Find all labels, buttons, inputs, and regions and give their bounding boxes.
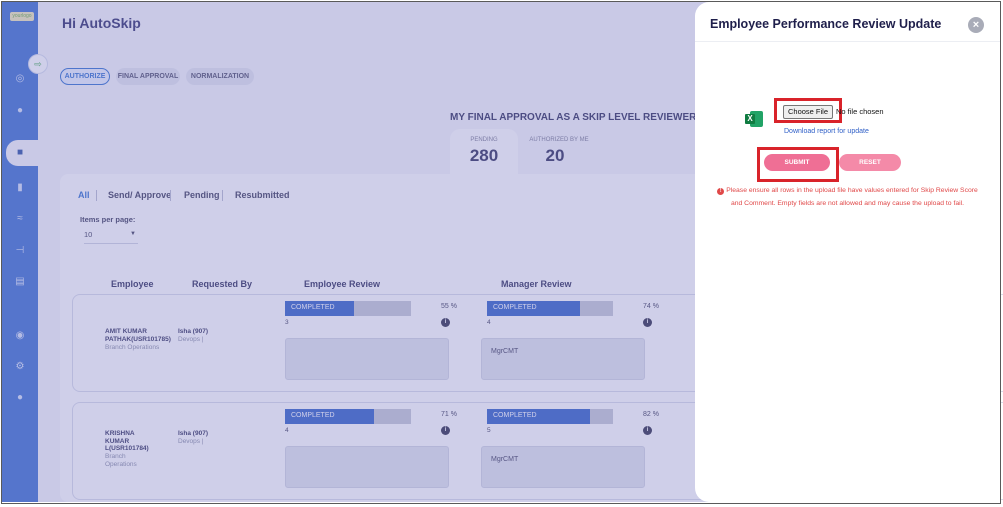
employee-department: Branch Operations: [105, 344, 160, 351]
page-greeting: Hi AutoSkip: [62, 15, 141, 31]
submit-button[interactable]: SUBMIT: [764, 154, 830, 171]
manager-review-percent: 82 %: [643, 411, 659, 418]
requested-by-name: Isha (907): [178, 328, 208, 335]
employee-review-count: 4: [285, 427, 289, 434]
modal-divider: [695, 41, 1000, 42]
app-logo: yourlogo: [10, 12, 34, 21]
tab-final-approval[interactable]: FINAL APPROVAL: [116, 68, 180, 85]
info-icon[interactable]: i: [643, 318, 652, 327]
filter-send-approve[interactable]: Send/ Approve: [108, 190, 172, 200]
close-icon[interactable]: ×: [968, 17, 984, 33]
requested-by-department: Devops |: [178, 336, 204, 343]
column-manager-review: Manager Review: [501, 279, 572, 289]
employee-review-progress-fill: [285, 301, 355, 316]
info-icon[interactable]: i: [441, 318, 450, 327]
manager-review-progress-bar: COMPLETED: [487, 301, 613, 316]
alert-icon: !: [717, 188, 725, 195]
file-status-text: No file chosen: [836, 107, 884, 116]
filter-divider: [170, 190, 171, 201]
tab-authorize[interactable]: AUTHORIZE: [60, 68, 110, 85]
items-per-page-label: Items per page:: [80, 215, 136, 224]
globe-icon[interactable]: ◎: [15, 73, 25, 84]
items-per-page-select[interactable]: 10 ▼: [84, 230, 138, 244]
modal-title: Employee Performance Review Update: [710, 17, 942, 31]
upload-warning: ! Please ensure all rows in the upload fi…: [715, 184, 980, 210]
user-icon[interactable]: ●: [16, 392, 24, 403]
warning-text: Please ensure all rows in the upload fil…: [726, 187, 978, 207]
employee-review-progress-fill: [285, 409, 375, 424]
team-icon[interactable]: ●: [16, 105, 24, 116]
upload-modal: Employee Performance Review Update × X C…: [695, 2, 1000, 502]
filter-pending[interactable]: Pending: [184, 190, 220, 200]
column-requested-by: Requested By: [192, 279, 253, 289]
column-employee-review: Employee Review: [304, 279, 381, 289]
employee-comment-box[interactable]: [285, 338, 449, 380]
review-icon: ■: [16, 147, 24, 158]
reset-button[interactable]: RESET: [839, 154, 901, 171]
manager-review-count: 4: [487, 319, 491, 326]
employee-review-count: 3: [285, 319, 289, 326]
manager-comment-box[interactable]: MgrCMT: [481, 338, 645, 380]
sidebar: yourlogo ◎ ● ■ ▮ ≈ ⊣ ▤ ◉ ⚙ ●: [2, 2, 42, 502]
book-icon[interactable]: ▮: [17, 182, 23, 193]
approval-title: MY FINAL APPROVAL AS A SKIP LEVEL REVIEW…: [450, 112, 697, 123]
file-input-highlight: [774, 98, 842, 123]
choose-file-button[interactable]: Choose File: [783, 105, 833, 119]
filter-divider: [96, 190, 97, 201]
filter-divider: [222, 190, 223, 201]
items-per-page-value: 10: [84, 230, 93, 239]
filter-all[interactable]: All: [78, 190, 90, 200]
authorized-label: AUTHORIZED BY ME: [529, 137, 589, 143]
form-icon[interactable]: ▤: [15, 276, 25, 287]
manager-review-percent: 74 %: [643, 303, 659, 310]
download-report-link[interactable]: Download report for update: [784, 128, 869, 135]
manager-review-progress-fill: [487, 301, 581, 316]
column-employee: Employee: [111, 279, 154, 289]
manager-review-progress-fill: [487, 409, 591, 424]
pending-stat-card[interactable]: PENDING 280: [450, 129, 518, 179]
employee-review-progress-bar: COMPLETED: [285, 301, 411, 316]
sidebar-item-review-active[interactable]: ■: [6, 140, 42, 166]
gear-icon[interactable]: ⚙: [15, 361, 25, 372]
employee-review-percent: 71 %: [441, 411, 457, 418]
chart-icon[interactable]: ≈: [17, 213, 23, 224]
employee-comment-box[interactable]: [285, 446, 449, 488]
employee-review-status: COMPLETED: [291, 304, 335, 311]
info-icon[interactable]: i: [643, 426, 652, 435]
hierarchy-icon[interactable]: ⊣: [15, 245, 25, 256]
requested-by-department: Devops |: [178, 438, 204, 445]
authorized-stat-card[interactable]: AUTHORIZED BY ME 20: [520, 129, 598, 179]
pending-label: PENDING: [470, 137, 498, 143]
requested-by-name: Isha (907): [178, 430, 208, 437]
employee-name: KRISHNA KUMAR L(USR101784): [105, 430, 149, 452]
employee-review-status: COMPLETED: [291, 412, 335, 419]
eye-icon[interactable]: ◉: [15, 330, 25, 341]
manager-comment-box[interactable]: MgrCMT: [481, 446, 645, 488]
filter-resubmitted[interactable]: Resubmitted: [235, 190, 290, 200]
employee-department: Branch Operations: [105, 453, 137, 468]
collapse-sidebar-button[interactable]: ⇨: [28, 54, 48, 74]
employee-review-progress-bar: COMPLETED: [285, 409, 411, 424]
pending-value: 280: [469, 146, 499, 165]
manager-review-status: COMPLETED: [493, 412, 537, 419]
manager-review-progress-bar: COMPLETED: [487, 409, 613, 424]
authorized-value: 20: [545, 146, 565, 165]
excel-icon: X: [745, 111, 763, 127]
manager-review-status: COMPLETED: [493, 304, 537, 311]
manager-review-count: 5: [487, 427, 491, 434]
submit-highlight: [757, 147, 839, 182]
employee-review-percent: 55 %: [441, 303, 457, 310]
tab-normalization[interactable]: NORMALIZATION: [186, 68, 254, 85]
info-icon[interactable]: i: [441, 426, 450, 435]
chevron-down-icon: ▼: [130, 231, 136, 237]
employee-name: AMIT KUMAR PATHAK(USR101785): [105, 328, 171, 343]
